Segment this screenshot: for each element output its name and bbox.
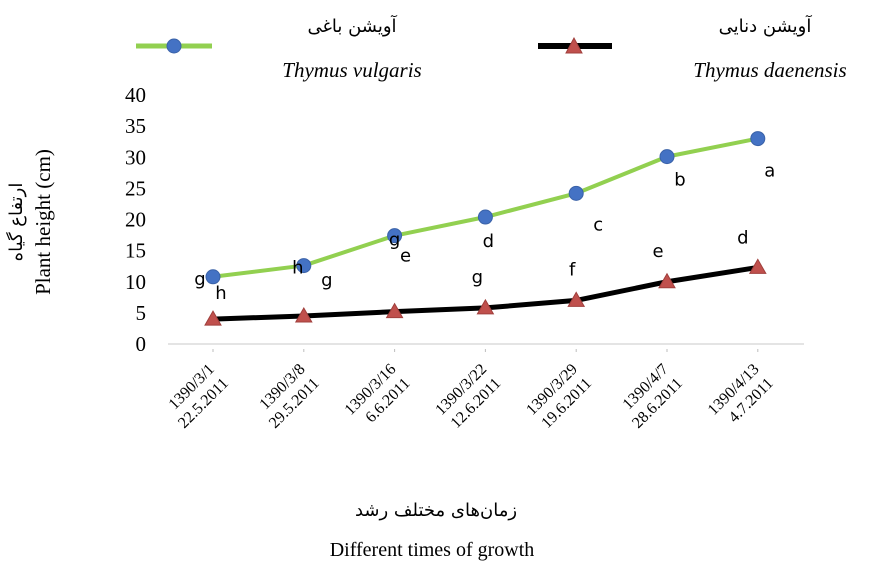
x-tick-labels: 1390/3/122.5.2011 1390/3/829.5.2011 1390/3… — [166, 361, 777, 432]
data-point — [387, 228, 403, 244]
legend: آویشن باغی Thymus vulgaris آویشن دنایی T… — [136, 14, 847, 82]
x-tick-label: 1390/4/728.6.2011 — [620, 361, 686, 432]
legend-label-fa-vulgaris: آویشن باغی — [307, 14, 397, 37]
y-tick-label: 15 — [125, 239, 146, 263]
legend-label-fa-daenensis: آویشن دنایی — [719, 14, 813, 37]
y-tick-labels: 0 5 10 15 20 25 30 35 40 — [125, 83, 146, 356]
y-tick-label: 35 — [125, 114, 146, 138]
data-point — [659, 149, 675, 165]
data-point — [567, 291, 586, 307]
data-point — [568, 185, 584, 201]
significance-letter: d — [737, 227, 748, 248]
y-tick-label: 5 — [136, 301, 147, 325]
y-tick-label: 20 — [125, 208, 146, 232]
x-tick-marks — [212, 349, 759, 352]
y-tick-label: 30 — [125, 145, 146, 169]
significance-letter: g — [321, 270, 332, 291]
y-tick-label: 40 — [125, 83, 146, 107]
x-tick-label: 1390/3/829.5.2011 — [256, 361, 322, 432]
series-markers — [204, 131, 767, 326]
significance-letter: c — [593, 214, 603, 235]
series-line — [212, 136, 759, 279]
data-point — [296, 258, 312, 274]
y-tick-label: 0 — [136, 332, 147, 356]
significance-letter: f — [569, 259, 576, 280]
significance-letter: d — [483, 231, 494, 252]
y-axis-label-fa: ارتفاع گیاه — [5, 183, 27, 262]
x-tick-label: 1390/4/134.7.2011 — [705, 361, 777, 426]
data-point — [477, 209, 493, 225]
data-point — [294, 306, 313, 323]
data-point — [658, 272, 676, 289]
significance-letter: a — [764, 161, 775, 182]
significance-letter: h — [215, 283, 226, 304]
significance-letter: h — [292, 258, 303, 279]
data-point — [205, 269, 221, 285]
y-tick-label: 10 — [125, 270, 146, 294]
significance-letter: g — [472, 267, 483, 288]
data-point — [476, 298, 495, 315]
series-lines — [212, 136, 759, 322]
x-tick-label: 1390/3/122.5.2011 — [166, 361, 232, 432]
significance-letter: e — [652, 241, 663, 262]
significance-letter: g — [194, 269, 205, 290]
y-tick-label: 25 — [125, 176, 146, 200]
data-point — [750, 131, 766, 147]
legend-marker-daenensis — [565, 36, 583, 54]
data-point — [204, 310, 222, 326]
significance-letter: g — [389, 230, 400, 251]
data-point — [748, 258, 767, 274]
x-tick-label: 1390/3/166.6.2011 — [342, 361, 414, 426]
x-axis-label-fa: زمان‌های مختلف رشد — [355, 500, 517, 521]
significance-letter: e — [400, 246, 411, 267]
y-axis-label: Plant height (cm) — [31, 149, 55, 295]
legend-label-vulgaris: Thymus vulgaris — [282, 58, 421, 82]
data-point — [385, 302, 404, 319]
legend-label-daenensis: Thymus daenensis — [693, 58, 846, 82]
legend-marker-vulgaris — [166, 38, 182, 54]
significance-letter: b — [674, 170, 685, 191]
x-axis-label: Different times of growth — [330, 539, 535, 561]
